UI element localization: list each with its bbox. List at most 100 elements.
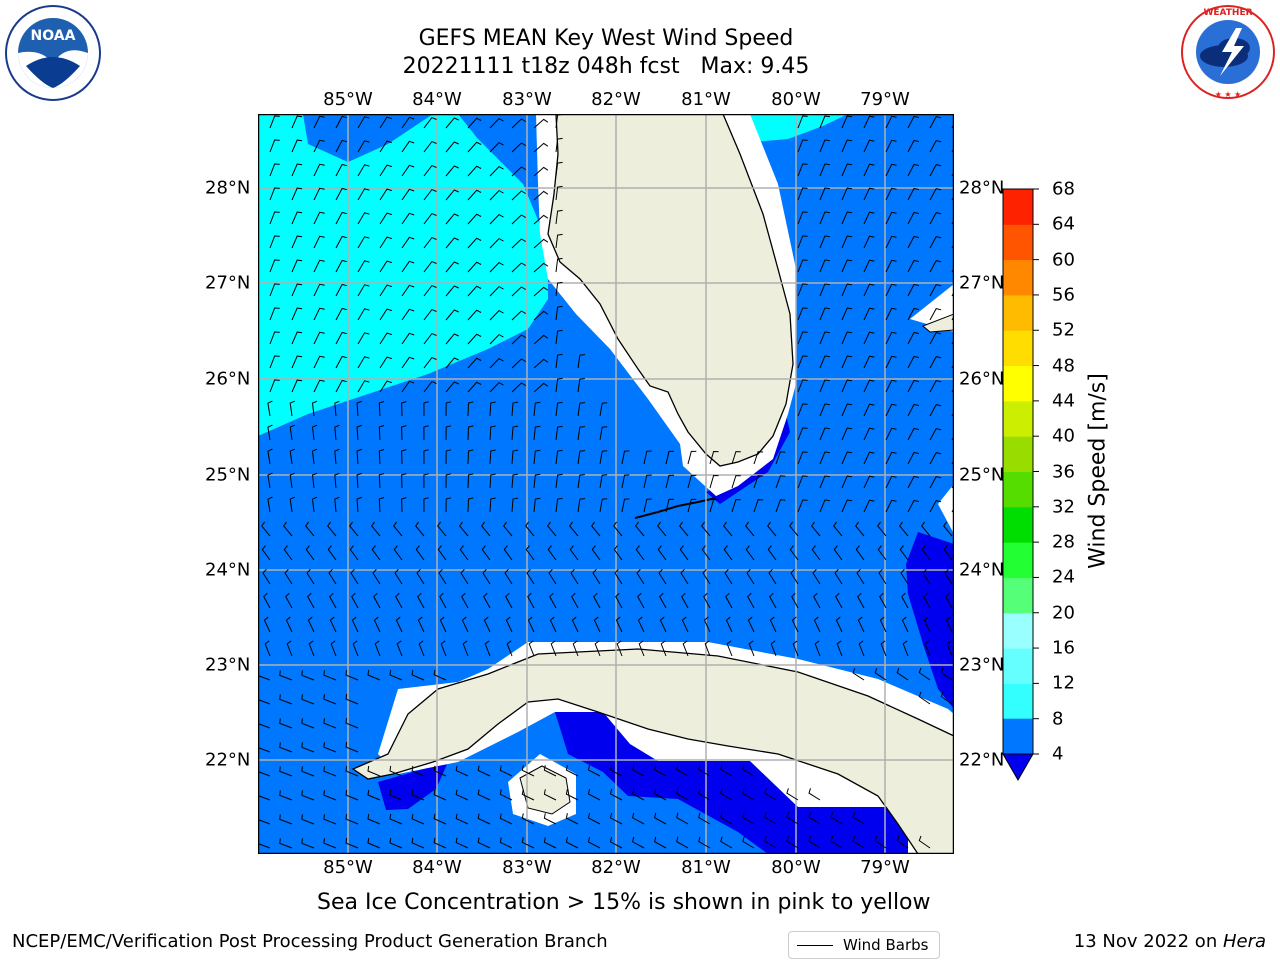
wind-barb <box>555 161 563 177</box>
wind-barb <box>885 235 897 249</box>
wind-barb <box>660 640 667 657</box>
wind-barb <box>577 426 585 441</box>
wind-barb <box>764 788 777 801</box>
wind-barb <box>417 592 425 609</box>
wind-barb <box>555 185 563 201</box>
wind-barb <box>769 592 777 609</box>
wind-barb <box>371 545 381 561</box>
wind-barb <box>445 497 452 513</box>
wind-barb <box>885 331 897 345</box>
sea-ice-note-text: Sea Ice Concentration > 15% is shown in … <box>317 890 931 915</box>
wind-barb <box>637 616 645 633</box>
chart-subtitle: 20221111 t18z 048h fcst Max: 9.45 <box>402 54 810 79</box>
legend-label: Wind Barbs <box>843 936 929 954</box>
wind-barb <box>548 568 557 585</box>
wind-barb <box>511 473 519 489</box>
wind-barb <box>489 285 504 297</box>
wind-barb <box>286 640 293 657</box>
wind-barb <box>533 334 549 345</box>
wind-barb <box>819 163 830 177</box>
wind-barb <box>357 260 370 273</box>
wind-barb <box>658 568 667 585</box>
wind-barb <box>313 139 325 153</box>
wind-barb <box>863 427 875 441</box>
wind-barb <box>577 378 585 393</box>
wind-barb <box>609 812 623 825</box>
wind-barb <box>352 640 359 657</box>
wind-barb <box>313 307 325 321</box>
wind-barb <box>415 521 425 537</box>
wind-barb <box>665 498 675 513</box>
wind-barb <box>797 451 808 465</box>
wind-barb <box>812 568 821 585</box>
wind-barb <box>305 521 315 537</box>
wind-barb <box>423 236 437 249</box>
wind-barb <box>746 568 755 585</box>
wind-barb <box>311 472 318 489</box>
wind-barb <box>877 545 887 561</box>
wind-barb <box>467 473 474 489</box>
wind-barb <box>797 283 808 297</box>
wind-barb <box>747 592 755 609</box>
colorbar-segment <box>1003 189 1033 225</box>
wind-barb <box>467 117 482 129</box>
wind-barb <box>379 380 392 393</box>
wind-barb <box>378 449 385 465</box>
wind-barb <box>819 331 830 345</box>
wind-barb <box>345 694 359 705</box>
wind-barb <box>301 742 315 753</box>
wind-barb <box>747 616 755 633</box>
wind-barb <box>797 331 808 345</box>
wind-barb <box>632 836 645 849</box>
wind-barb <box>703 592 711 609</box>
wind-barb <box>335 283 348 297</box>
wind-barb <box>393 521 403 537</box>
wind-barb <box>289 400 295 417</box>
wind-barb <box>461 592 469 609</box>
wind-barb <box>526 568 535 585</box>
wind-barb <box>379 212 392 225</box>
wind-barb <box>922 568 931 585</box>
lat-label-left: 22°N <box>205 749 251 771</box>
wind-barb <box>349 521 359 537</box>
wind-barb <box>269 211 280 225</box>
wind-barb <box>499 837 513 849</box>
colorbar <box>1002 188 1039 782</box>
wind-barb <box>483 616 491 633</box>
wind-barb <box>616 640 623 657</box>
wind-barb <box>885 163 897 177</box>
wind-barb <box>808 788 821 801</box>
wind-barb <box>885 427 897 441</box>
wind-barb <box>885 451 897 465</box>
lon-label-top: 81°W <box>681 89 731 110</box>
wind-barb <box>477 789 491 801</box>
wind-barb <box>269 331 280 345</box>
wind-barb <box>797 355 808 369</box>
colorbar-segment <box>1003 683 1033 720</box>
wind-barb <box>511 401 519 417</box>
wind-barb <box>438 568 447 585</box>
wind-barb <box>841 283 853 297</box>
map-legend: Wind Barbs <box>788 931 940 959</box>
wind-barb <box>455 837 469 849</box>
wind-barb <box>835 592 843 609</box>
wind-barb <box>835 616 843 633</box>
wind-barb <box>489 333 504 345</box>
wind-barb <box>335 163 348 177</box>
wind-barb <box>879 592 887 609</box>
wind-barb <box>511 497 519 513</box>
wind-barb <box>357 164 370 177</box>
wind-barb <box>857 616 865 633</box>
wind-barb <box>445 285 460 297</box>
wind-barb <box>505 592 513 609</box>
wind-barb <box>885 403 897 417</box>
wind-barb <box>433 813 447 825</box>
wind-barb <box>415 545 425 561</box>
wind-barb <box>885 499 897 513</box>
wind-barb <box>401 140 415 153</box>
wind-barb <box>489 425 496 441</box>
wind-barb <box>323 766 337 777</box>
wind-barb <box>439 592 447 609</box>
wind-barb <box>918 691 931 705</box>
wind-barb <box>704 640 711 657</box>
